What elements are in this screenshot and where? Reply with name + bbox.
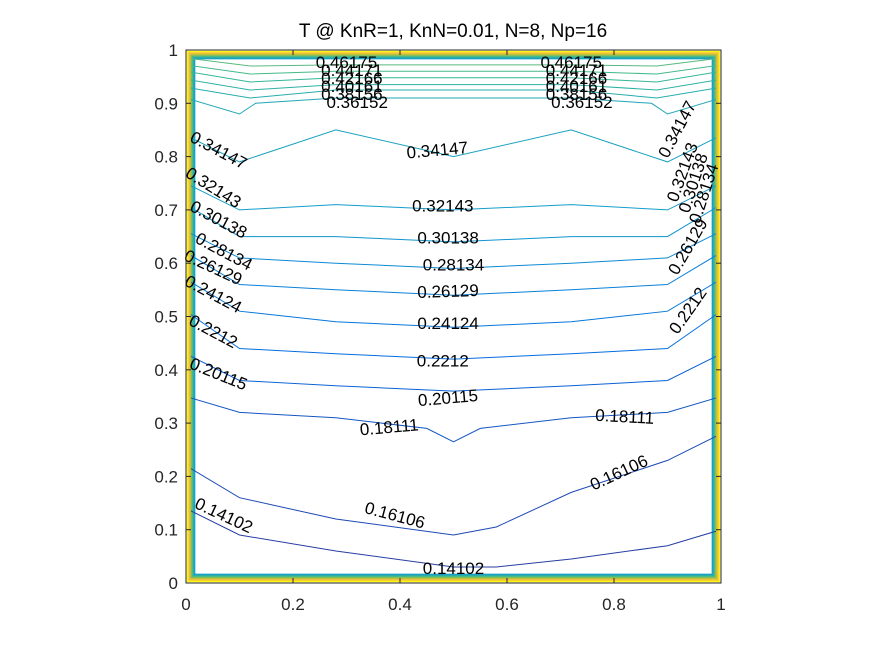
y-tick-label: 0.4 (154, 361, 178, 380)
x-tick-label: 0.8 (602, 595, 626, 614)
y-tick-label: 0.9 (154, 94, 178, 113)
contour-line-0.26129 (191, 254, 716, 296)
x-tick-label: 1 (716, 595, 725, 614)
contour-label: 0.36152 (551, 93, 612, 112)
contour-label: 0.46175 (540, 53, 601, 72)
contour-label: 0.36152 (326, 93, 387, 112)
contour-line-0.36152 (191, 97, 716, 115)
contour-label: 0.30138 (417, 229, 478, 248)
contour-line-0.46175 (191, 58, 716, 67)
contour-line-0.20115 (191, 355, 716, 392)
contour-label: 0.46175 (316, 53, 377, 72)
contour-line-0.40161 (191, 79, 716, 91)
contour-label: 0.44171 (321, 61, 382, 80)
contour-line-0.32143 (191, 185, 716, 211)
y-tick-label: 0.7 (154, 201, 178, 220)
contour-line-0.14102 (191, 510, 716, 568)
chart-title: T @ KnR=1, KnN=0.01, N=8, Np=16 (299, 21, 607, 42)
contour-lines (191, 58, 716, 568)
y-tick-label: 1 (169, 41, 178, 60)
contour-line-0.28134 (191, 233, 716, 270)
contour-label: 0.38156 (546, 85, 607, 104)
contour-label: 0.44171 (546, 61, 607, 80)
contour-label: 0.40161 (546, 77, 607, 96)
contour-label: 0.24124 (417, 314, 478, 333)
contour-label: 0.38156 (321, 85, 382, 104)
contour-label: 0.28134 (423, 255, 484, 274)
y-tick-label: 0.3 (154, 414, 178, 433)
contour-line-0.44171 (191, 65, 716, 75)
x-tick-label: 0.4 (388, 595, 412, 614)
contour-label: 0.18111 (595, 406, 655, 428)
boundary-band-contour (194, 58, 713, 575)
contour-line-0.24124 (191, 281, 716, 328)
contour-label: 0.42166 (546, 69, 607, 88)
boundary-band-contour (191, 55, 716, 578)
x-tick-label: 0.6 (495, 595, 519, 614)
contour-label: 0.2212 (417, 351, 469, 370)
contour-line-0.18111 (191, 397, 716, 443)
contour-line-0.34147 (191, 129, 716, 163)
contour-label: 0.40161 (321, 77, 382, 96)
y-tick-label: 0.6 (154, 254, 178, 273)
x-tick-label: 0.2 (281, 595, 305, 614)
contour-line-0.30138 (191, 207, 716, 243)
y-axis: 0 0.1 0.2 0.3 0.4 0.5 0.6 0.7 0.8 0.9 1 (154, 41, 721, 593)
contour-label: 0.32143 (412, 197, 473, 216)
contour-label: 0.42166 (321, 69, 382, 88)
contour-line-0.2212 (191, 314, 716, 360)
x-axis: 0 0.2 0.4 0.6 0.8 1 (181, 50, 726, 614)
y-tick-label: 0.2 (154, 467, 178, 486)
plot-area: 0.461750.441710.421660.401610.381560.361… (181, 49, 722, 584)
y-tick-label: 0.1 (154, 521, 178, 540)
y-tick-label: 0.8 (154, 148, 178, 167)
y-tick-label: 0 (169, 574, 178, 593)
contour-label: 0.26129 (417, 281, 479, 302)
boundary-band-contour (190, 54, 717, 579)
contour-line-0.16106 (191, 435, 716, 536)
contour-label: 0.14102 (423, 559, 484, 578)
x-tick-label: 0 (181, 595, 190, 614)
y-tick-label: 0.5 (154, 308, 178, 327)
contour-line-0.42166 (191, 71, 716, 83)
axes-background (186, 50, 721, 583)
contour-line-0.38156 (191, 87, 716, 99)
